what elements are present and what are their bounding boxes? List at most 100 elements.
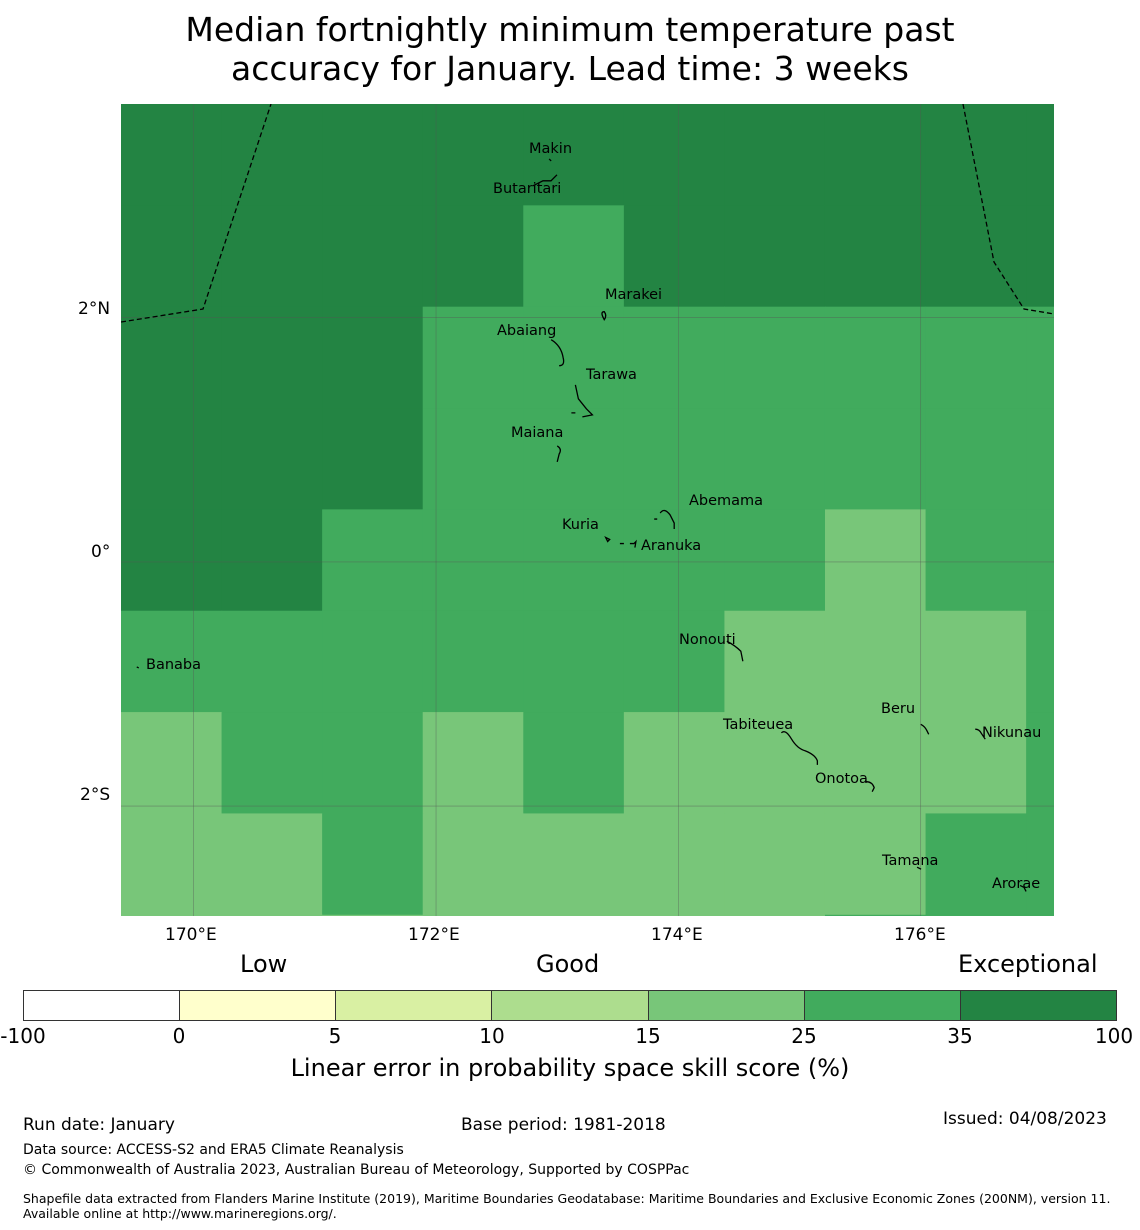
grid-cell [322, 914, 424, 916]
issued-date: Issued: 04/08/2023 [943, 1109, 1107, 1129]
grid-cell [221, 306, 323, 409]
island-label: Nikunau [982, 725, 1042, 741]
grid-cell [121, 610, 223, 713]
island-label: Nonouti [679, 632, 736, 648]
grid-cell [422, 813, 524, 916]
grid-cell [1026, 408, 1054, 510]
grid-cell [221, 712, 323, 815]
island-outline [136, 666, 140, 669]
eez-boundary [121, 104, 1054, 323]
grid-cell [422, 914, 524, 916]
grid-cell [221, 610, 323, 713]
island-label: Banaba [146, 657, 201, 673]
colorbar-tick: 15 [635, 1024, 661, 1048]
grid-cell [322, 509, 424, 612]
grid-cell [623, 813, 726, 916]
grid-cell [422, 509, 524, 612]
grid-cell [623, 712, 726, 815]
grid-cell [121, 509, 223, 612]
grid-cell [221, 104, 323, 206]
colorbar-swatch-3 [492, 991, 649, 1020]
island-label: Tabiteuea [723, 717, 794, 733]
grid-cell [322, 306, 424, 409]
grid-cell [1026, 813, 1054, 916]
grid-cell [523, 408, 625, 510]
grid-cell [724, 104, 826, 206]
island-outline [654, 509, 675, 530]
colorbar-tick: -100 [0, 1024, 46, 1048]
grid-cell [221, 509, 323, 612]
colorbar-tick: 0 [172, 1024, 186, 1048]
grid-cell [824, 509, 927, 612]
lat-tick-2n: 2°N [78, 299, 111, 319]
island-outline [532, 174, 558, 187]
grid-cell [121, 813, 223, 916]
lon-tick-172: 172°E [408, 925, 460, 945]
colorbar-swatch-0 [24, 991, 181, 1020]
grid-cell [422, 712, 524, 815]
grid-cell [824, 813, 927, 916]
grid-cell [523, 813, 625, 916]
island-label: Aranuka [641, 538, 702, 554]
grid-cell [322, 205, 424, 308]
grid-cell [824, 610, 927, 713]
island-label: Abaiang [497, 323, 557, 339]
island-label: Arorae [992, 876, 1041, 892]
grid-cell [1026, 914, 1054, 916]
island-label: Beru [881, 701, 916, 717]
lon-tick-170: 170°E [165, 925, 217, 945]
lat-tick-2s: 2°S [80, 785, 111, 805]
skill-map: Makin Butaritari Marakei Abaiang Tarawa Maian… [121, 104, 1054, 916]
grid-cell [724, 914, 826, 916]
island-outline [571, 384, 594, 418]
grid-cell [221, 205, 323, 308]
colorbar-word-low: Low [240, 950, 288, 978]
grid-cell [724, 205, 826, 308]
grid-cell [422, 408, 524, 510]
grid-cell [523, 712, 625, 815]
lon-tick-174: 174°E [651, 925, 703, 945]
grid-cell [121, 306, 223, 409]
title-line-1: Median fortnightly minimum temperature p… [185, 10, 955, 49]
island-outline [920, 723, 930, 735]
grid-cell [1026, 712, 1054, 815]
grid-cell [824, 104, 927, 206]
colorbar-label: Linear error in probability space skill … [290, 1054, 850, 1082]
grid-cell [824, 306, 927, 409]
grid-cell [1026, 509, 1054, 612]
grid-cell [121, 408, 223, 510]
grid-cell [925, 914, 1027, 916]
grid-cell [724, 610, 826, 713]
colorbar-word-good: Good [536, 950, 600, 978]
skill-grid [121, 104, 1054, 916]
grid-cell [925, 306, 1027, 409]
grid-cell [121, 104, 223, 206]
graticule [121, 104, 1054, 916]
colorbar-tick: 25 [791, 1024, 817, 1048]
grid-cell [422, 610, 524, 713]
grid-cell [322, 712, 424, 815]
grid-cell [824, 205, 927, 308]
island-label: Tarawa [586, 367, 637, 383]
run-date: Run date: January [23, 1115, 175, 1135]
grid-cell [925, 104, 1027, 206]
base-period: Base period: 1981-2018 [461, 1115, 666, 1135]
colorbar-tick: 5 [328, 1024, 342, 1048]
grid-cell [322, 104, 424, 206]
grid-cell [322, 408, 424, 510]
island-label: Maiana [511, 425, 564, 441]
island-label: Butaritari [493, 181, 562, 197]
grid-cell [623, 914, 726, 916]
colorbar-swatch-2 [336, 991, 493, 1020]
island-outline [780, 731, 819, 765]
grid-cell [121, 712, 223, 815]
grid-cell [523, 306, 625, 409]
lon-tick-176: 176°E [894, 925, 946, 945]
grid-cell [623, 306, 726, 409]
island-label: Onotoa [815, 771, 868, 787]
island-outline [866, 781, 875, 792]
colorbar-swatch-5 [804, 991, 961, 1020]
colorbar [23, 990, 1117, 1021]
island-outline [604, 536, 611, 543]
grid-cell [925, 509, 1027, 612]
